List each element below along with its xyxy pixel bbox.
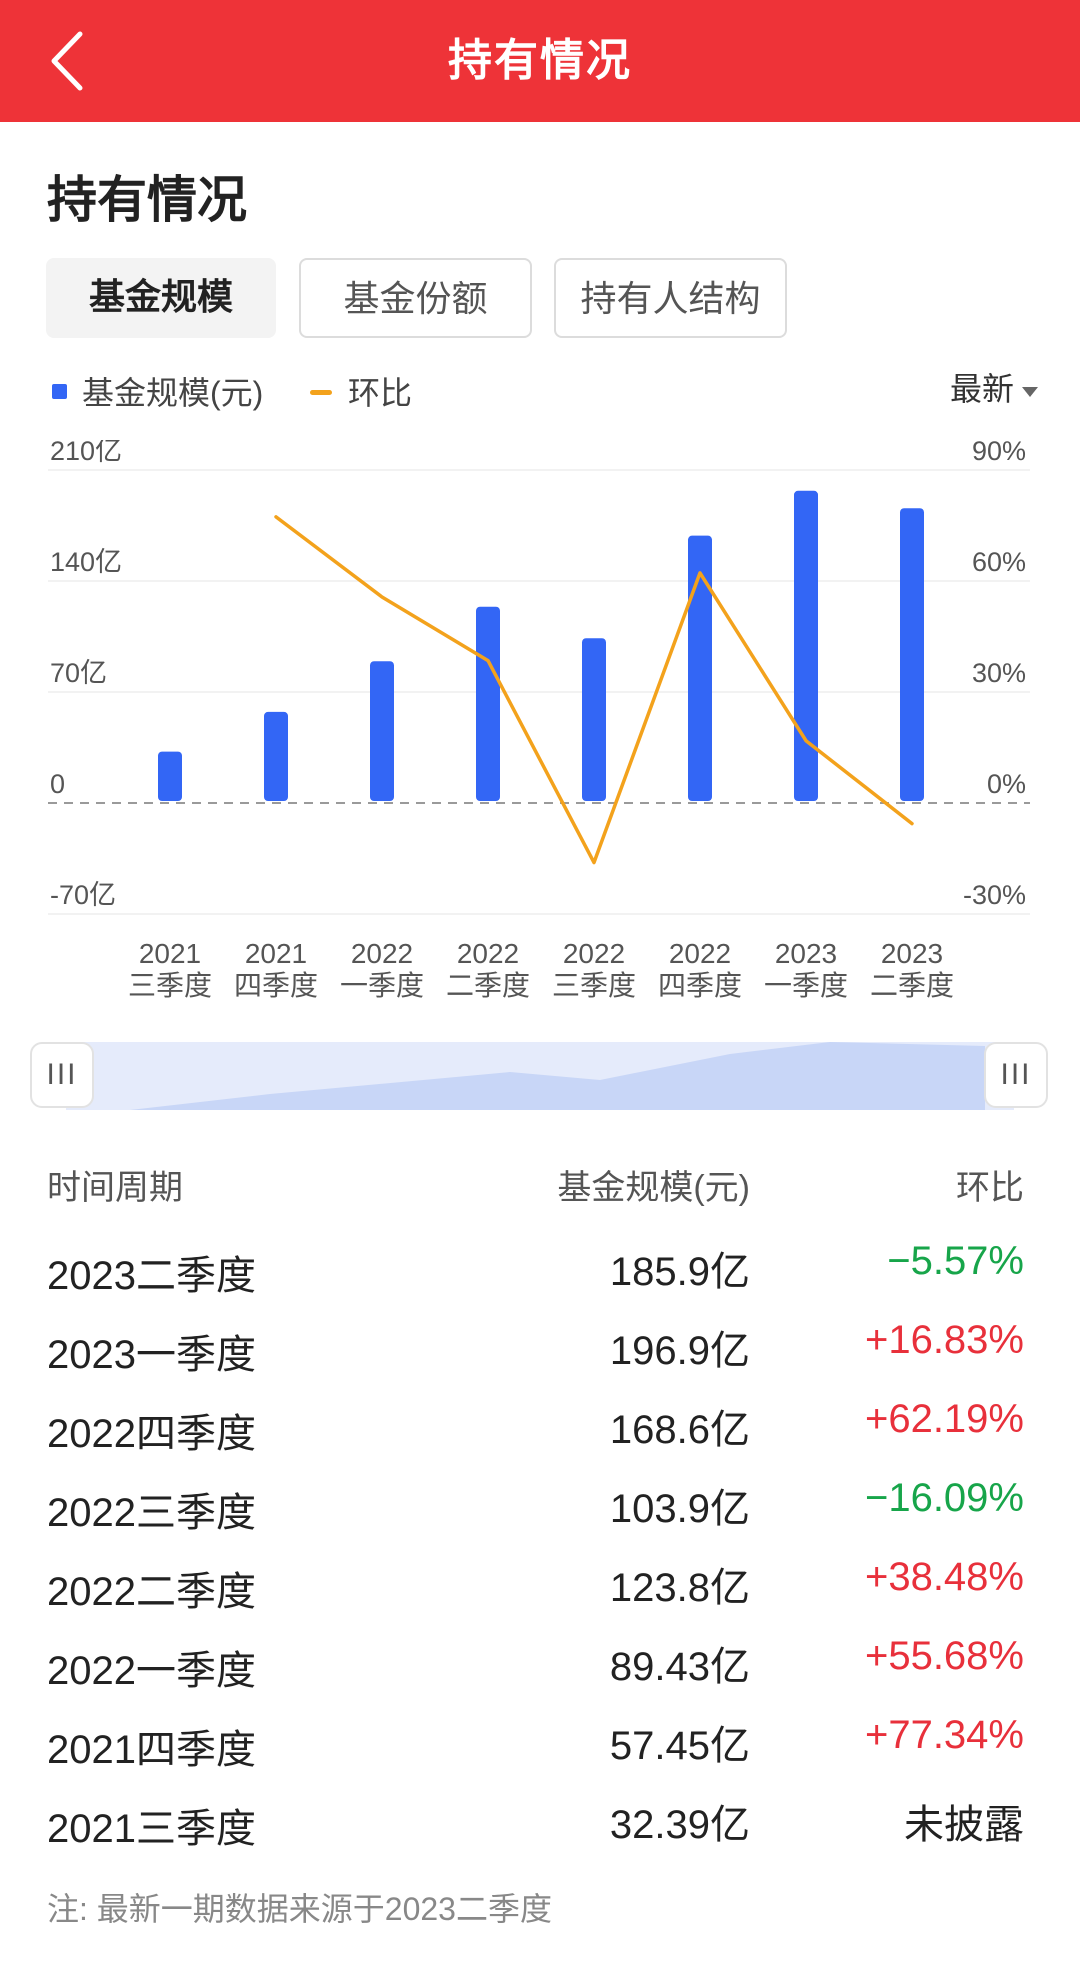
bar — [370, 661, 394, 801]
table-row: 2022二季度 123.8亿 +38.48% — [0, 1555, 1080, 1619]
bar — [900, 508, 924, 801]
col-header-period: 时间周期 — [47, 1169, 183, 1207]
x-tick-label: 四季度 — [658, 970, 742, 1000]
x-tick-label: 四季度 — [234, 970, 318, 1000]
tab-fund-scale[interactable]: 基金规模 — [46, 258, 276, 338]
range-slider[interactable]: III III — [30, 1042, 1050, 1110]
tab-holder-structure[interactable]: 持有人结构 — [554, 258, 787, 338]
bar — [158, 751, 182, 801]
col-header-change: 环比 — [956, 1169, 1024, 1207]
row-change: +38.48% — [864, 1555, 1024, 1599]
y-left-tick-label: 70亿 — [50, 658, 107, 688]
x-tick-label: 2022 — [351, 938, 413, 969]
sort-dropdown[interactable]: 最新 — [950, 364, 1038, 410]
row-period: 2022一季度 — [47, 1649, 256, 1693]
x-tick-label: 2021 — [245, 938, 307, 969]
x-tick-label: 三季度 — [552, 970, 636, 1000]
page-title: 持有情况 — [448, 36, 632, 85]
row-scale: 123.8亿 — [609, 1566, 750, 1610]
table-row: 2022一季度 89.43亿 +55.68% — [0, 1634, 1080, 1698]
bar — [264, 711, 288, 801]
table-row: 2022三季度 103.9亿 −16.09% — [0, 1476, 1080, 1540]
fund-scale-chart: 210亿 90%140亿 60%70亿 30%0 0%-70亿 -30%2021三季度20… — [48, 440, 1030, 1000]
x-tick-label: 2022 — [669, 938, 731, 969]
row-scale: 103.9亿 — [609, 1487, 750, 1531]
table-row: 2021四季度 57.45亿 +77.34% — [0, 1713, 1080, 1777]
y-left-tick-label: -70亿 — [50, 880, 116, 910]
slider-left-handle[interactable]: III — [30, 1042, 94, 1108]
row-change: −5.57% — [887, 1239, 1024, 1283]
row-scale: 32.39亿 — [609, 1803, 750, 1847]
table-row: 2021三季度 32.39亿 未披露 — [0, 1796, 1080, 1856]
chart-legend: 基金规模(元) 环比 — [48, 368, 1080, 412]
legend-line-label: 环比 — [348, 375, 413, 411]
bar — [688, 535, 712, 801]
row-change: +62.19% — [864, 1397, 1024, 1441]
x-tick-label: 2021 — [139, 938, 201, 969]
x-tick-label: 2022 — [457, 938, 519, 969]
y-right-tick-label: 90% — [972, 440, 1026, 466]
y-left-tick-label: 210亿 — [50, 440, 122, 466]
bar — [794, 490, 818, 801]
y-right-tick-label: 60% — [972, 547, 1026, 577]
legend-bar-swatch — [52, 384, 67, 399]
y-right-tick-label: -30% — [963, 880, 1026, 910]
table-row: 2022四季度 168.6亿 +62.19% — [0, 1397, 1080, 1461]
row-change: +55.68% — [864, 1634, 1024, 1678]
row-period: 2022二季度 — [47, 1570, 256, 1614]
chevron-left-icon — [51, 31, 83, 91]
slider-right-handle[interactable]: III — [984, 1042, 1048, 1108]
row-change: +77.34% — [864, 1713, 1024, 1757]
row-period: 2021四季度 — [47, 1728, 256, 1772]
x-tick-label: 2023 — [881, 938, 943, 969]
x-tick-label: 一季度 — [340, 970, 424, 1000]
row-scale: 168.6亿 — [609, 1408, 750, 1452]
row-change: −16.09% — [864, 1476, 1024, 1520]
tab-fund-shares[interactable]: 基金份额 — [299, 258, 532, 338]
bar — [476, 606, 500, 801]
row-period: 2022四季度 — [47, 1412, 256, 1456]
sort-label: 最新 — [949, 371, 1014, 407]
y-left-tick-label: 0 — [50, 769, 65, 799]
row-scale: 196.9亿 — [609, 1329, 750, 1373]
row-change: 未披露 — [904, 1803, 1024, 1847]
slider-preview — [66, 1042, 1014, 1110]
legend-bar-label: 基金规模(元) — [82, 375, 264, 411]
row-change: +16.83% — [864, 1318, 1024, 1362]
legend-line-swatch — [310, 390, 332, 395]
row-period: 2021三季度 — [47, 1807, 256, 1851]
top-bar: 持有情况 — [0, 0, 1080, 122]
row-scale: 89.43亿 — [609, 1645, 750, 1689]
x-tick-label: 三季度 — [128, 970, 212, 1000]
caret-down-icon — [1022, 386, 1038, 397]
y-left-tick-label: 140亿 — [50, 547, 122, 577]
x-tick-label: 二季度 — [870, 970, 954, 1000]
row-period: 2023一季度 — [47, 1333, 256, 1377]
row-scale: 185.9亿 — [609, 1250, 750, 1294]
table-row: 2023一季度 196.9亿 +16.83% — [0, 1318, 1080, 1382]
col-header-scale: 基金规模(元) — [557, 1169, 750, 1207]
row-period: 2022三季度 — [47, 1491, 256, 1535]
row-period: 2023二季度 — [47, 1254, 256, 1298]
x-tick-label: 一季度 — [764, 970, 848, 1000]
series-line — [274, 515, 914, 865]
x-tick-label: 2023 — [775, 938, 837, 969]
x-tick-label: 二季度 — [446, 970, 530, 1000]
table-header: 时间周期 基金规模(元) 环比 — [0, 1160, 1080, 1210]
x-tick-label: 2022 — [563, 938, 625, 969]
row-scale: 57.45亿 — [609, 1724, 750, 1768]
back-button[interactable] — [40, 26, 110, 96]
y-right-tick-label: 0% — [987, 769, 1026, 799]
bar — [582, 638, 606, 801]
section-title: 持有情况 — [47, 172, 247, 228]
footnote: 注: 最新一期数据来源于2023二季度 — [47, 1891, 552, 1927]
table-row: 2023二季度 185.9亿 −5.57% — [0, 1239, 1080, 1303]
y-right-tick-label: 30% — [972, 658, 1026, 688]
